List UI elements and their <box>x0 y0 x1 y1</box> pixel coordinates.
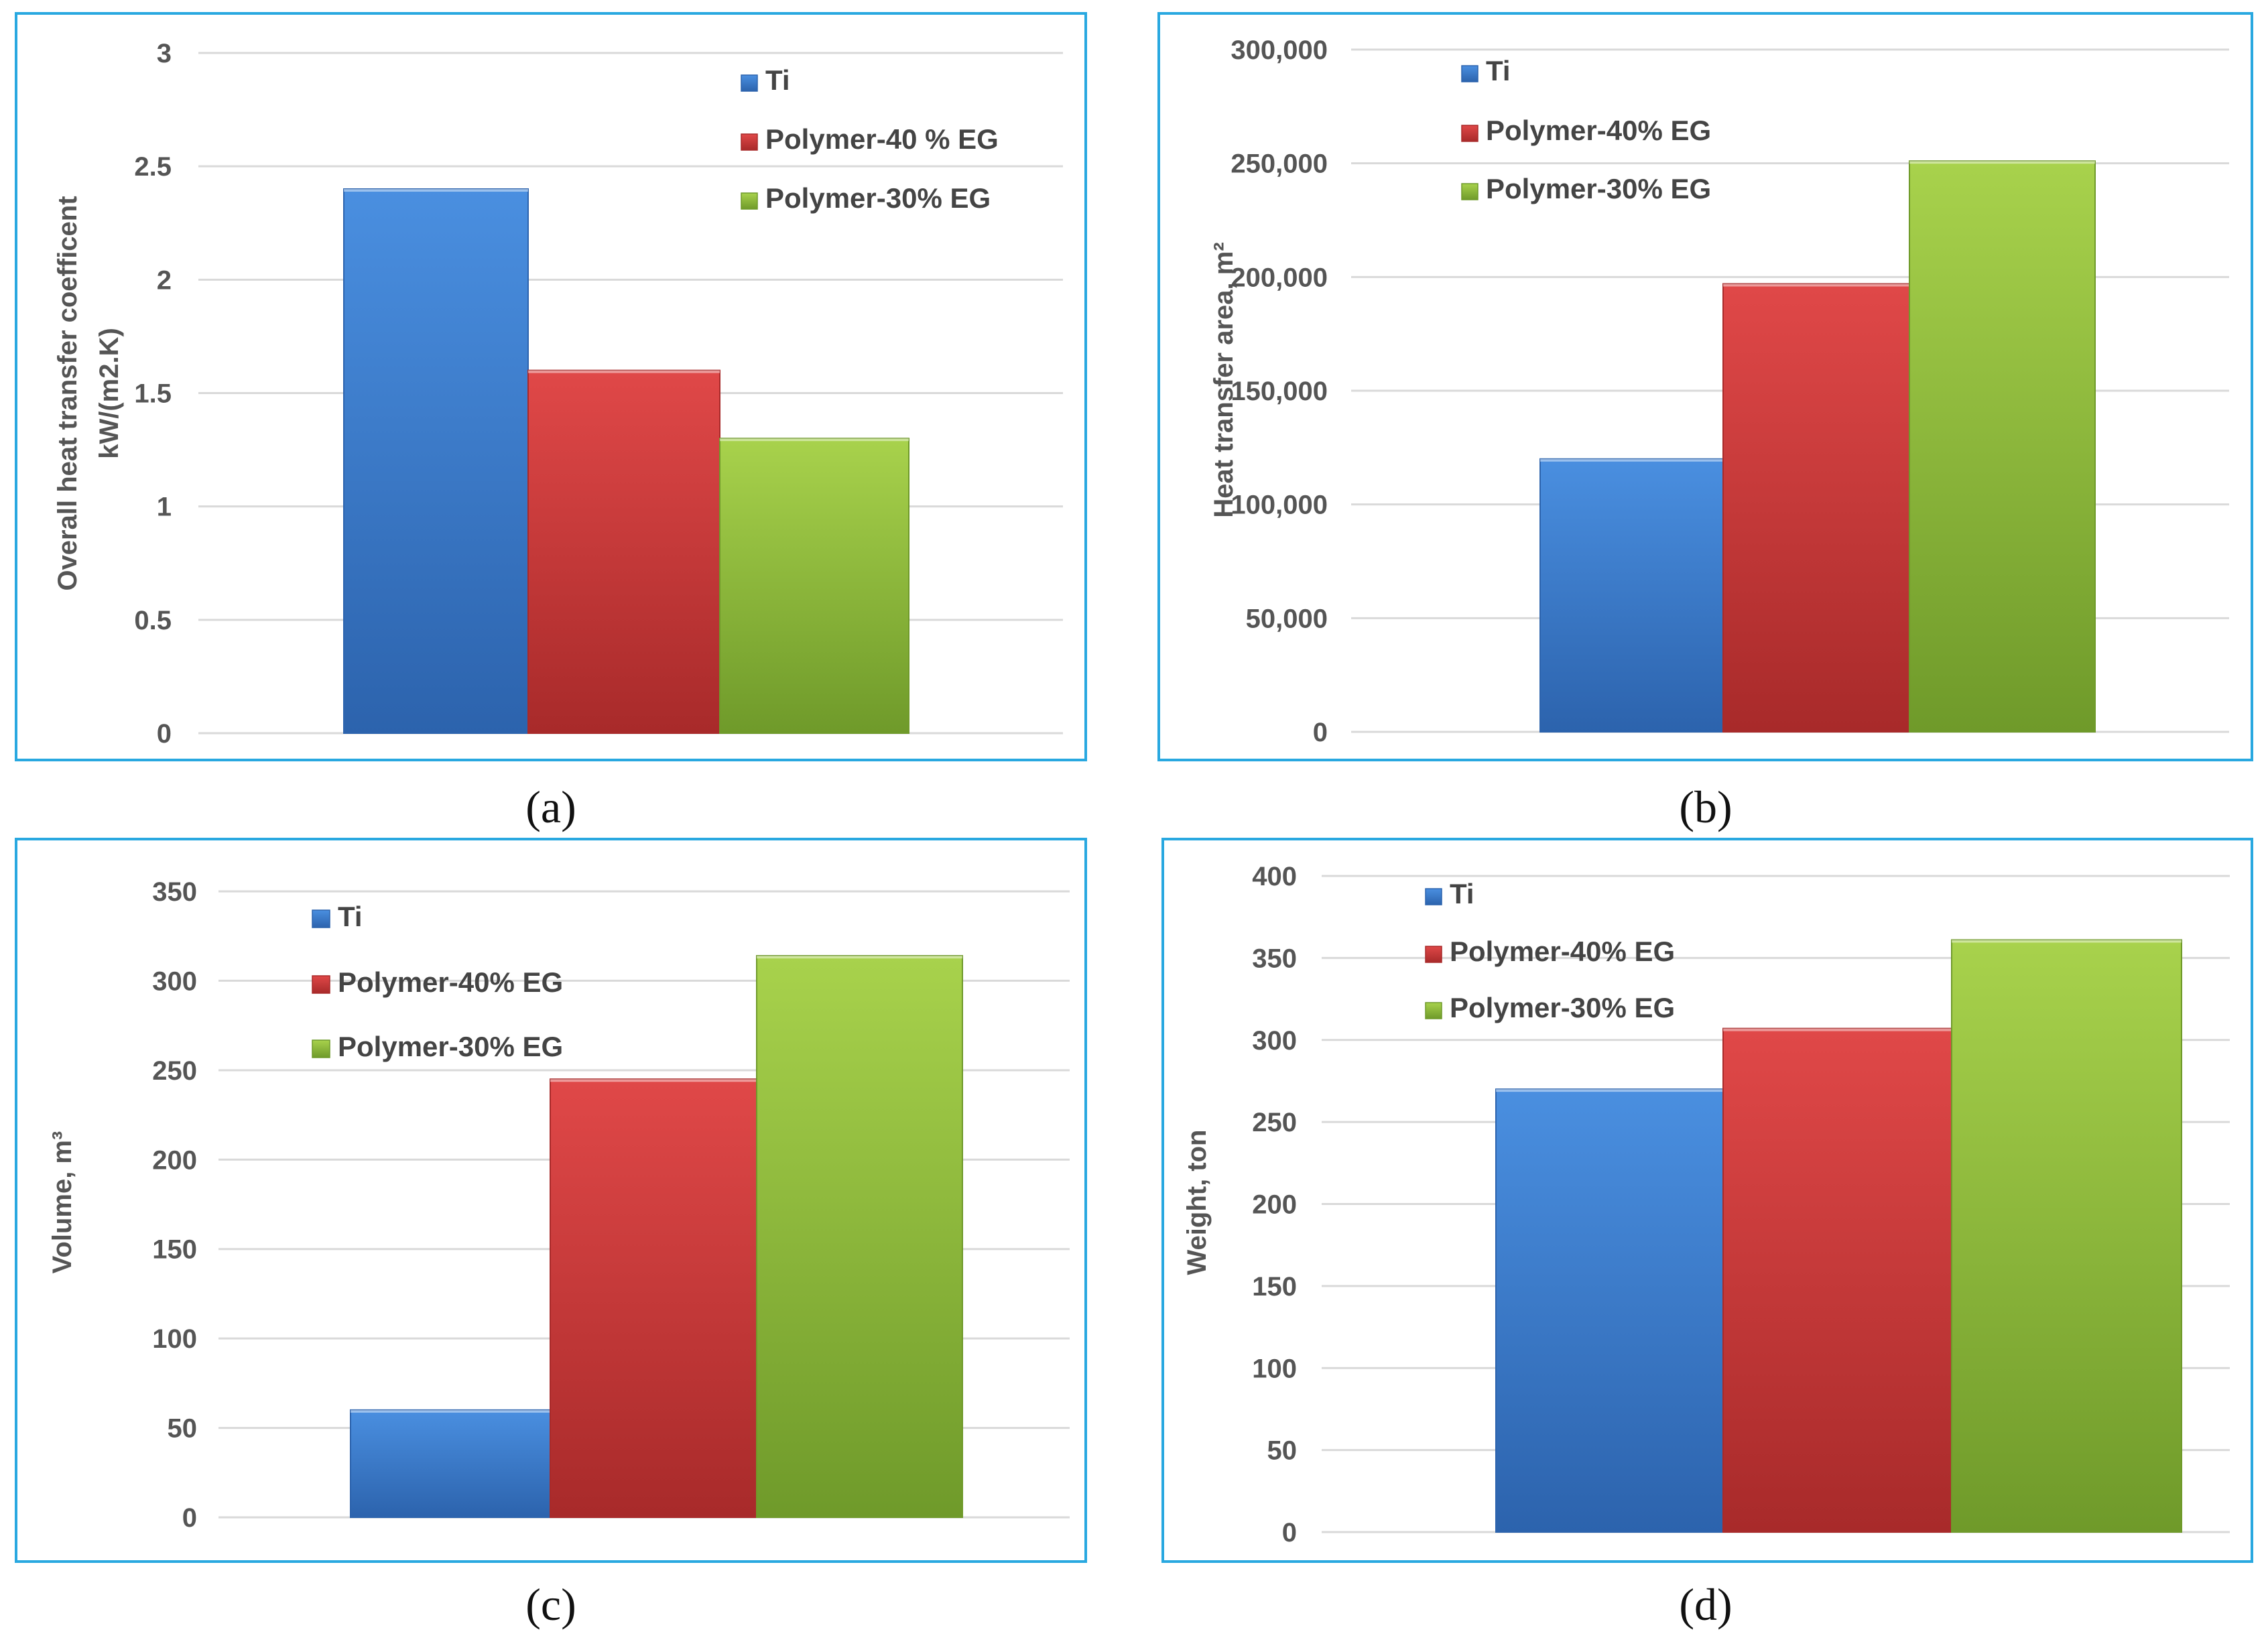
legend-label-0: Ti <box>765 64 790 96</box>
y-axis-label: Overall heat transfer coefficent kW/(m2.K… <box>53 196 124 590</box>
y-tick-label: 0 <box>1313 718 1328 747</box>
bar-c-series-1 <box>550 1078 757 1518</box>
legend-label-1: Polymer-40% EG <box>338 966 563 998</box>
y-tick-label: 400 <box>1252 862 1297 891</box>
bar-c-series-2 <box>756 955 963 1519</box>
bar-d-series-2 <box>1951 939 2182 1533</box>
bar-a-series-1 <box>527 369 720 734</box>
y-tick-label: 250,000 <box>1231 149 1328 179</box>
legend-label-2: Polymer-30% EG <box>765 182 991 214</box>
legend-swatch-1 <box>741 133 758 151</box>
y-tick-label: 350 <box>1252 944 1297 973</box>
chart-panel-a: 0 0.5 1 1.5 2 2.5 3 Ti Polymer-40 % EG Polymer-30… <box>15 12 1087 761</box>
legend-label-2: Polymer-30% EG <box>1486 173 1711 204</box>
y-axis-label-line: Overall heat transfer coefficent <box>53 196 82 590</box>
legend-swatch-2 <box>1425 1002 1442 1019</box>
y-tick-label: 0 <box>157 719 172 749</box>
y-tick-label: 100 <box>152 1324 197 1354</box>
y-axis-label-line: Weight, ton <box>1182 1130 1212 1275</box>
legend-label-2: Polymer-30% EG <box>338 1031 563 1062</box>
bar-d-series-0 <box>1495 1088 1724 1533</box>
chart-a-svg: 0 0.5 1 1.5 2 2.5 3 Ti Polymer-40 % EG Polymer-30… <box>53 39 1063 749</box>
y-axis-label-line: Heat transfer area, m² <box>1209 242 1239 517</box>
legend-swatch-0 <box>741 74 758 92</box>
y-tick-label: 350 <box>152 877 197 907</box>
caption-b: (b) <box>1679 781 1732 832</box>
legend-label-0: Ti <box>1486 55 1511 86</box>
y-tick-label: 300 <box>1252 1026 1297 1056</box>
y-axis-label-line: kW/(m2.K) <box>94 328 124 459</box>
legend-label-1: Polymer-40 % EG <box>765 123 999 155</box>
legend-label-0: Ti <box>1450 878 1474 909</box>
y-axis-label: Heat transfer area, m² <box>1209 242 1239 517</box>
bar-b-series-0 <box>1539 458 1724 733</box>
legend-swatch-0 <box>1461 65 1478 82</box>
y-tick-label: 150 <box>152 1235 197 1265</box>
y-tick-label: 300 <box>152 966 197 996</box>
bar-d-series-1 <box>1722 1027 1952 1533</box>
y-axis-label-line: Volume, m³ <box>48 1131 77 1274</box>
y-tick-label: 200 <box>1252 1190 1297 1220</box>
y-axis-label: Weight, ton <box>1182 1130 1212 1275</box>
legend-label-2: Polymer-30% EG <box>1450 992 1675 1023</box>
y-tick-label: 150 <box>1252 1272 1297 1302</box>
y-axis-label: Volume, m³ <box>48 1131 77 1274</box>
y-tick-label: 0.5 <box>134 606 172 635</box>
y-tick-label: 0 <box>1282 1518 1297 1547</box>
y-tick-label: 50 <box>1267 1436 1298 1466</box>
y-tick-label: 50,000 <box>1246 604 1328 633</box>
y-tick-label: 50 <box>168 1414 198 1444</box>
chart-panel-d: 0 50 100 150 200 250 300 350 400 Ti Polymer-40% EG… <box>1161 838 2253 1563</box>
chart-b-svg: 0 50,000 100,000 150,000 200,000 250,000 300,0… <box>1209 36 2229 747</box>
caption-d: (d) <box>1679 1579 1732 1630</box>
y-tick-label: 3 <box>157 39 172 68</box>
y-tick-label: 2 <box>157 265 172 295</box>
chart-panel-b: 0 50,000 100,000 150,000 200,000 250,000 300,0… <box>1157 12 2253 761</box>
legend-swatch-0 <box>312 909 330 928</box>
y-tick-label: 1.5 <box>134 379 172 409</box>
bar-a-series-0 <box>343 188 529 734</box>
bar-b-series-2 <box>1909 160 2096 733</box>
y-tick-label: 150,000 <box>1231 377 1328 406</box>
y-tick-label: 0 <box>182 1503 197 1533</box>
y-tick-label: 250 <box>1252 1108 1297 1137</box>
y-tick-label: 250 <box>152 1056 197 1086</box>
y-tick-label: 200,000 <box>1231 263 1328 292</box>
y-tick-label: 1 <box>157 493 172 522</box>
legend-label-1: Polymer-40% EG <box>1486 115 1711 146</box>
legend-swatch-0 <box>1425 888 1442 905</box>
legend-label-1: Polymer-40% EG <box>1450 936 1675 967</box>
chart-c-svg: 0 50 100 150 200 250 300 350 Ti Polymer-40% EG Pol… <box>48 877 1070 1533</box>
bar-a-series-2 <box>719 438 909 735</box>
caption-a: (a) <box>525 781 576 832</box>
bar-c-series-0 <box>350 1409 551 1519</box>
chart-panel-c: 0 50 100 150 200 250 300 350 Ti Polymer-40% EG Pol… <box>15 838 1087 1563</box>
y-tick-label: 200 <box>152 1145 197 1175</box>
caption-c: (c) <box>525 1579 576 1630</box>
legend-swatch-2 <box>741 192 758 210</box>
y-tick-label: 100 <box>1252 1354 1297 1383</box>
legend-swatch-1 <box>312 975 330 994</box>
bar-b-series-1 <box>1722 283 1910 733</box>
legend-swatch-1 <box>1425 946 1442 963</box>
y-tick-label: 100,000 <box>1231 491 1328 520</box>
chart-d-svg: 0 50 100 150 200 250 300 350 400 Ti Polymer-40% EG… <box>1182 862 2230 1547</box>
legend-swatch-2 <box>1461 183 1478 200</box>
y-tick-label: 2.5 <box>134 152 172 182</box>
legend-swatch-1 <box>1461 125 1478 142</box>
legend-swatch-2 <box>312 1039 330 1058</box>
legend-label-0: Ti <box>338 901 363 932</box>
y-tick-label: 300,000 <box>1231 36 1328 65</box>
